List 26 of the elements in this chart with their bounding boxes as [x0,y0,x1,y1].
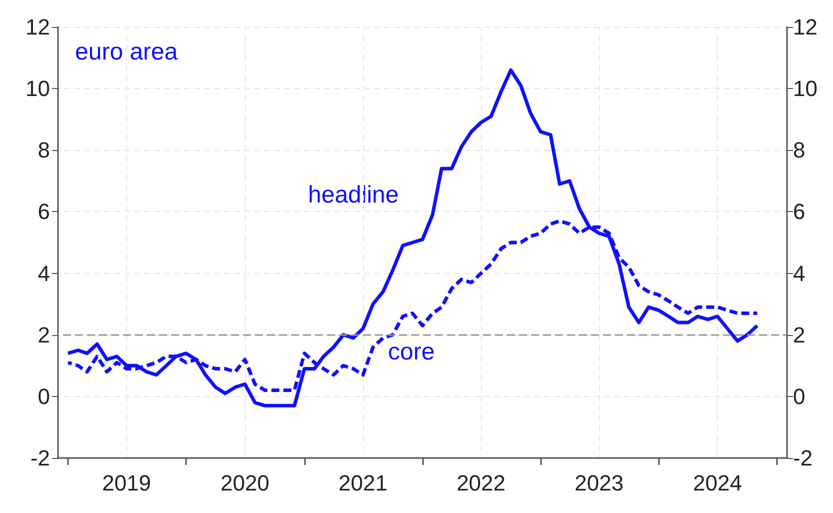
x-tick-label: 2024 [692,470,742,496]
y-tick-label: 10 [26,76,50,102]
y-tick-label: 6 [38,199,50,224]
y2-tick-label: 12 [793,14,818,40]
y-tick-label: 12 [26,14,50,40]
x-tick-label: 2022 [456,470,506,496]
y2-tick-label: 4 [793,260,806,286]
y2-tick-label: -2 [793,446,813,470]
y-tick-label: 0 [38,384,50,409]
x-tick-label: 2019 [102,470,152,496]
y-tick-label: -2 [30,446,50,470]
y2-tick-label: 8 [793,138,806,163]
y-tick-label: 2 [38,322,50,348]
y-tick-label: 4 [38,260,50,286]
x-tick-label: 2023 [574,470,624,496]
y2-tick-label: 0 [793,384,806,409]
y2-tick-label: 2 [793,322,806,348]
x-tick-label: 2020 [220,470,270,496]
annotation: core [388,338,435,366]
y-tick-label: 8 [38,138,50,163]
line-series [66,68,759,408]
annotation: headline [308,182,399,208]
annotation: euro area [75,38,178,66]
y2-tick-label: 6 [793,199,806,224]
y2-tick-label: 10 [793,76,818,102]
x-tick-label: 2021 [338,470,388,496]
